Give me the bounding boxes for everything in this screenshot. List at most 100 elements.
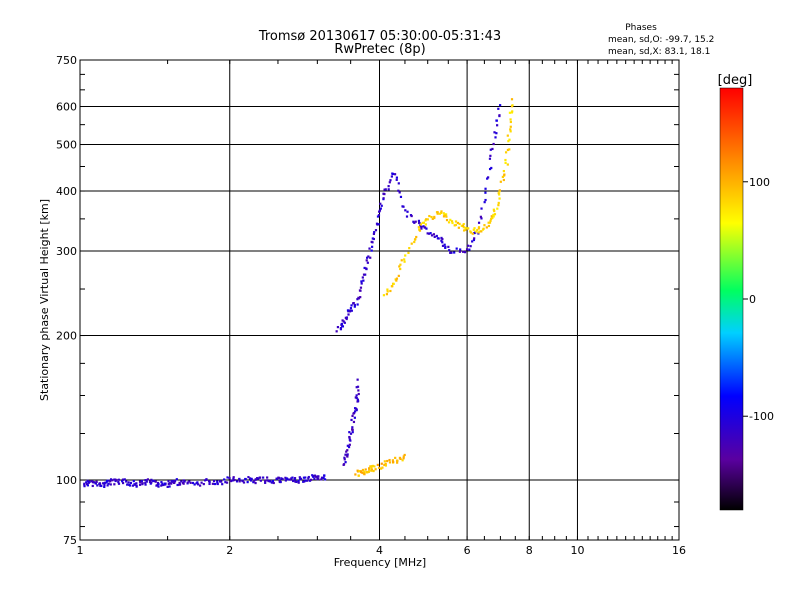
- data-point: [256, 477, 260, 480]
- data-point: [458, 250, 462, 253]
- data-point: [105, 481, 108, 484]
- data-point: [360, 282, 363, 285]
- data-point: [422, 225, 425, 228]
- data-point: [436, 212, 439, 215]
- data-point: [320, 478, 323, 481]
- data-point: [367, 470, 370, 473]
- data-point: [441, 238, 444, 241]
- data-point: [494, 136, 497, 139]
- data-point: [281, 477, 284, 481]
- data-point: [111, 479, 114, 482]
- data-point: [433, 235, 436, 239]
- data-point: [399, 267, 402, 271]
- data-point: [133, 483, 137, 486]
- data-point: [453, 224, 456, 227]
- data-point: [393, 173, 397, 176]
- data-point: [444, 246, 447, 249]
- data-point: [445, 213, 448, 216]
- data-point: [369, 465, 372, 468]
- y-tick-label: 400: [56, 185, 77, 198]
- data-point: [244, 477, 247, 481]
- data-point: [149, 482, 152, 485]
- data-point: [343, 458, 346, 461]
- data-point: [348, 438, 351, 441]
- data-point: [504, 158, 507, 162]
- data-point: [504, 161, 507, 164]
- data-point: [372, 237, 375, 241]
- data-point: [383, 463, 386, 466]
- data-point: [356, 469, 359, 472]
- data-point: [346, 455, 349, 458]
- data-point: [360, 280, 363, 283]
- data-point: [506, 148, 510, 152]
- y-tick-label: 600: [56, 101, 77, 114]
- data-point: [487, 224, 491, 228]
- data-point: [420, 225, 423, 229]
- data-point: [312, 475, 315, 478]
- data-point: [157, 483, 160, 486]
- data-point: [400, 259, 403, 262]
- data-point: [374, 229, 378, 232]
- data-point: [406, 210, 409, 213]
- data-point: [497, 204, 500, 207]
- data-point: [498, 114, 501, 117]
- data-point: [495, 119, 498, 122]
- data-point: [141, 483, 144, 486]
- data-point: [442, 215, 446, 218]
- data-point: [254, 481, 257, 485]
- y-tick-label: 100: [56, 474, 77, 487]
- axis-ticks: [79, 59, 680, 541]
- colorbar-tick-label: 100: [749, 176, 770, 189]
- data-point: [502, 169, 505, 173]
- y-axis-label: Stationary phase Virtual Height [km]: [38, 199, 51, 401]
- data-point: [418, 229, 422, 232]
- data-point: [357, 474, 360, 477]
- data-point: [317, 475, 320, 478]
- data-point: [218, 480, 222, 483]
- data-point: [348, 435, 351, 439]
- data-point: [486, 177, 489, 180]
- data-point: [229, 479, 233, 483]
- data-point: [432, 233, 435, 236]
- data-point: [351, 414, 354, 417]
- data-point: [395, 277, 399, 280]
- data-point: [267, 479, 270, 483]
- data-point: [440, 210, 443, 213]
- data-point: [457, 226, 460, 229]
- data-point: [484, 187, 487, 190]
- data-point: [343, 456, 346, 459]
- data-point: [469, 230, 472, 233]
- data-point: [358, 289, 362, 292]
- phases-x-stats: mean, sd,X: 83.1, 18.1: [608, 47, 710, 57]
- x-tick-label: 16: [672, 544, 686, 557]
- y-tick-label: 500: [56, 139, 77, 152]
- data-point: [388, 181, 391, 184]
- data-point: [438, 212, 441, 215]
- data-point: [161, 482, 164, 485]
- data-point: [307, 477, 310, 480]
- data-point: [398, 265, 401, 268]
- data-point: [363, 470, 366, 473]
- data-point: [460, 224, 463, 227]
- data-point: [428, 214, 431, 218]
- data-point: [277, 476, 281, 480]
- data-point: [351, 426, 354, 429]
- data-point: [382, 197, 385, 200]
- data-point: [95, 480, 98, 483]
- data-point: [493, 209, 496, 213]
- data-point: [356, 398, 360, 401]
- data-point: [408, 247, 411, 250]
- data-point: [424, 219, 427, 222]
- data-point: [109, 478, 113, 481]
- data-point: [341, 325, 345, 328]
- data-point: [150, 478, 153, 481]
- data-point: [353, 416, 356, 419]
- data-point: [449, 218, 452, 221]
- data-point: [196, 481, 199, 484]
- data-point: [345, 316, 349, 319]
- data-point: [431, 217, 434, 220]
- data-point: [353, 303, 356, 307]
- data-point: [182, 482, 185, 485]
- data-point: [264, 481, 267, 484]
- data-point: [398, 191, 401, 194]
